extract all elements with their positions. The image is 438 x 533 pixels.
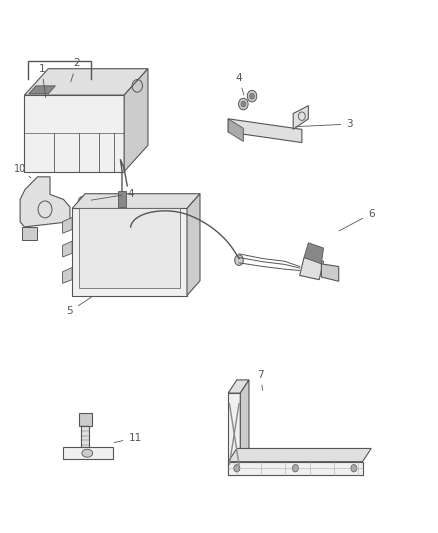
Polygon shape [228, 393, 240, 475]
Polygon shape [25, 95, 124, 172]
Ellipse shape [82, 449, 92, 457]
Polygon shape [22, 227, 37, 240]
Polygon shape [228, 462, 362, 475]
Circle shape [238, 98, 247, 110]
Circle shape [81, 199, 85, 205]
Polygon shape [78, 208, 180, 288]
Polygon shape [228, 380, 248, 393]
Polygon shape [63, 447, 112, 459]
Text: 7: 7 [257, 369, 263, 390]
Circle shape [233, 465, 239, 472]
Circle shape [350, 465, 356, 472]
Polygon shape [293, 106, 307, 130]
Text: 3: 3 [295, 119, 352, 129]
Polygon shape [124, 69, 148, 172]
Text: 10: 10 [14, 164, 31, 178]
Text: 1: 1 [39, 64, 46, 98]
Circle shape [292, 465, 298, 472]
Polygon shape [228, 448, 371, 462]
Polygon shape [63, 241, 72, 257]
Polygon shape [72, 208, 187, 295]
Polygon shape [187, 193, 200, 295]
Polygon shape [63, 268, 72, 284]
Circle shape [78, 196, 88, 208]
Text: 4: 4 [235, 72, 244, 95]
Text: 2: 2 [71, 59, 80, 82]
Circle shape [240, 101, 245, 107]
Polygon shape [29, 86, 55, 94]
Circle shape [249, 93, 254, 99]
Circle shape [247, 90, 256, 102]
Circle shape [234, 255, 243, 265]
Polygon shape [72, 193, 200, 208]
Polygon shape [240, 380, 248, 475]
Text: 11: 11 [113, 433, 141, 443]
Polygon shape [25, 69, 148, 95]
Polygon shape [20, 177, 70, 227]
Polygon shape [228, 119, 243, 141]
Text: 4: 4 [91, 189, 134, 200]
Polygon shape [81, 418, 89, 447]
Polygon shape [299, 257, 323, 280]
Polygon shape [78, 413, 92, 426]
Polygon shape [63, 217, 72, 233]
Polygon shape [321, 264, 338, 281]
Polygon shape [118, 191, 126, 207]
Text: 5: 5 [67, 297, 91, 316]
Polygon shape [228, 119, 301, 142]
Polygon shape [304, 243, 323, 264]
Text: 6: 6 [338, 209, 374, 231]
